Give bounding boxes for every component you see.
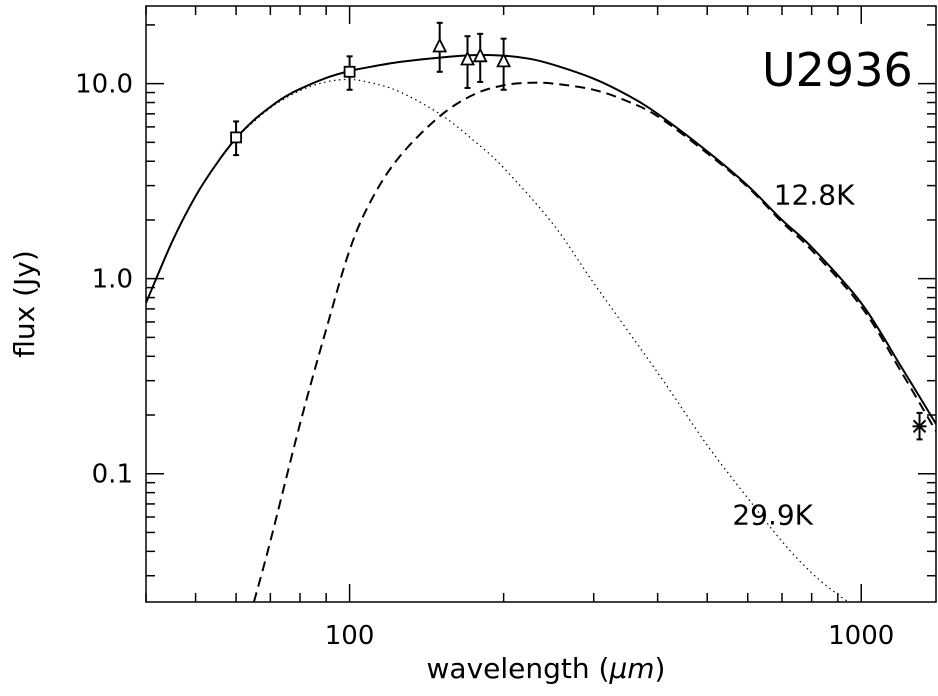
x-axis-title-suffix: ) — [655, 652, 666, 685]
data-point-square — [230, 120, 242, 157]
y-axis-title: flux (Jy) — [8, 250, 41, 358]
axis-ticks: 100 1000 10.0 1.0 0.1 — [75, 6, 936, 651]
data-point-triangle — [472, 32, 488, 83]
square-marker — [230, 131, 242, 144]
model-curves — [146, 53, 936, 602]
triangle-marker — [432, 37, 448, 53]
x-axis-title-prefix: wavelength ( — [427, 652, 610, 685]
temperature-labels: 12.8K 29.9K — [732, 179, 855, 532]
data-point-triangle — [432, 21, 448, 73]
object-label: U2936 — [762, 43, 913, 97]
temperature-label: 29.9K — [732, 498, 813, 531]
triangle-marker — [472, 47, 488, 63]
series-dashed-line — [252, 81, 936, 602]
y-tick-label: 1.0 — [92, 265, 133, 295]
y-tick-label: 0.1 — [92, 460, 133, 490]
triangle-marker — [496, 52, 512, 68]
temperature-label: 12.8K — [774, 179, 855, 212]
y-tick-label: 10.0 — [75, 70, 133, 100]
x-axis-title: wavelength (μm) — [427, 652, 666, 685]
x-axis-title-unit: μm — [608, 652, 654, 685]
data-points — [230, 21, 927, 441]
data-point-square — [343, 55, 356, 91]
x-tick-label: 100 — [325, 621, 375, 651]
series-solid-line — [146, 53, 936, 425]
triangle-marker — [460, 50, 475, 66]
plot-frame — [145, 5, 937, 603]
data-point-star — [912, 411, 927, 441]
data-point-triangle — [460, 35, 475, 89]
square-marker — [343, 65, 356, 78]
series-dotted-line — [235, 78, 850, 602]
x-tick-label: 1000 — [828, 621, 894, 651]
data-point-triangle — [496, 37, 512, 91]
